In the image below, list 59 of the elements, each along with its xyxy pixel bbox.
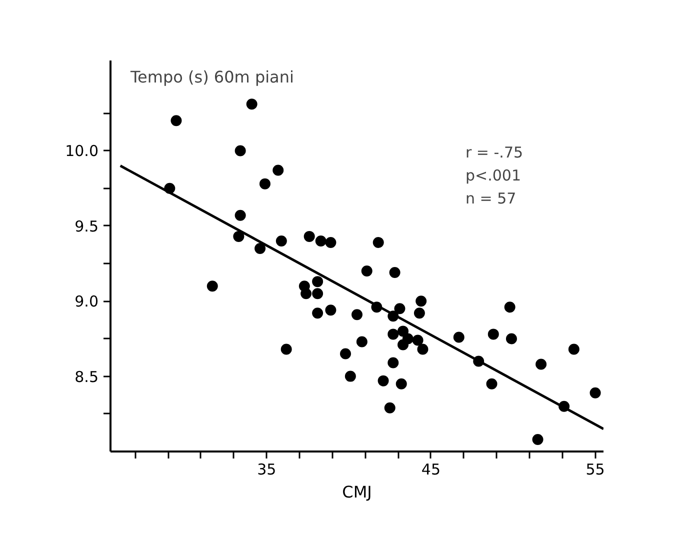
point <box>414 308 425 319</box>
point <box>384 402 396 414</box>
y-tick-label: 10.0 <box>65 142 99 160</box>
point <box>259 178 270 190</box>
point <box>378 375 389 386</box>
point <box>388 328 399 340</box>
annotation: r = -.75 <box>466 144 524 162</box>
point <box>412 334 424 346</box>
point <box>453 332 464 343</box>
point <box>396 378 407 390</box>
point <box>361 266 372 277</box>
point <box>398 339 409 350</box>
point <box>312 276 324 288</box>
point <box>488 328 499 340</box>
point <box>398 326 409 337</box>
point <box>254 242 266 254</box>
point <box>300 288 312 300</box>
point <box>340 348 351 360</box>
point <box>356 336 368 348</box>
point <box>170 115 182 126</box>
point <box>568 344 580 355</box>
y-tick-label: 8.5 <box>74 368 99 386</box>
point <box>312 308 324 319</box>
point <box>506 333 517 344</box>
y-tick-label: 9.5 <box>74 217 99 236</box>
point <box>536 358 547 370</box>
point <box>388 357 399 368</box>
point <box>389 267 400 278</box>
point <box>280 344 292 355</box>
x-tick-label: 35 <box>257 460 276 478</box>
point <box>206 280 218 292</box>
point <box>590 387 601 398</box>
point <box>344 370 356 382</box>
annotation: n = 57 <box>466 190 516 208</box>
point <box>304 230 315 242</box>
point <box>246 98 258 110</box>
point <box>417 344 428 355</box>
point <box>394 303 406 314</box>
point <box>272 164 284 176</box>
point <box>372 236 384 248</box>
point <box>276 235 287 246</box>
y-tick-label: 9.0 <box>74 292 99 311</box>
point <box>315 235 326 246</box>
x-axis-title: CMJ <box>342 482 372 502</box>
point <box>504 302 516 313</box>
point <box>234 145 246 156</box>
x-tick-label: 55 <box>586 460 605 478</box>
point <box>312 288 324 300</box>
point <box>416 296 427 307</box>
x-tick-label: 45 <box>421 460 440 478</box>
point <box>486 378 498 390</box>
point <box>234 210 246 221</box>
point <box>325 236 336 248</box>
y-axis-title: Tempo (s) 60m piani <box>130 68 294 86</box>
point <box>233 230 244 242</box>
point <box>532 434 544 445</box>
point <box>352 309 362 320</box>
annotation: p<.001 <box>466 166 521 184</box>
point <box>325 304 336 316</box>
